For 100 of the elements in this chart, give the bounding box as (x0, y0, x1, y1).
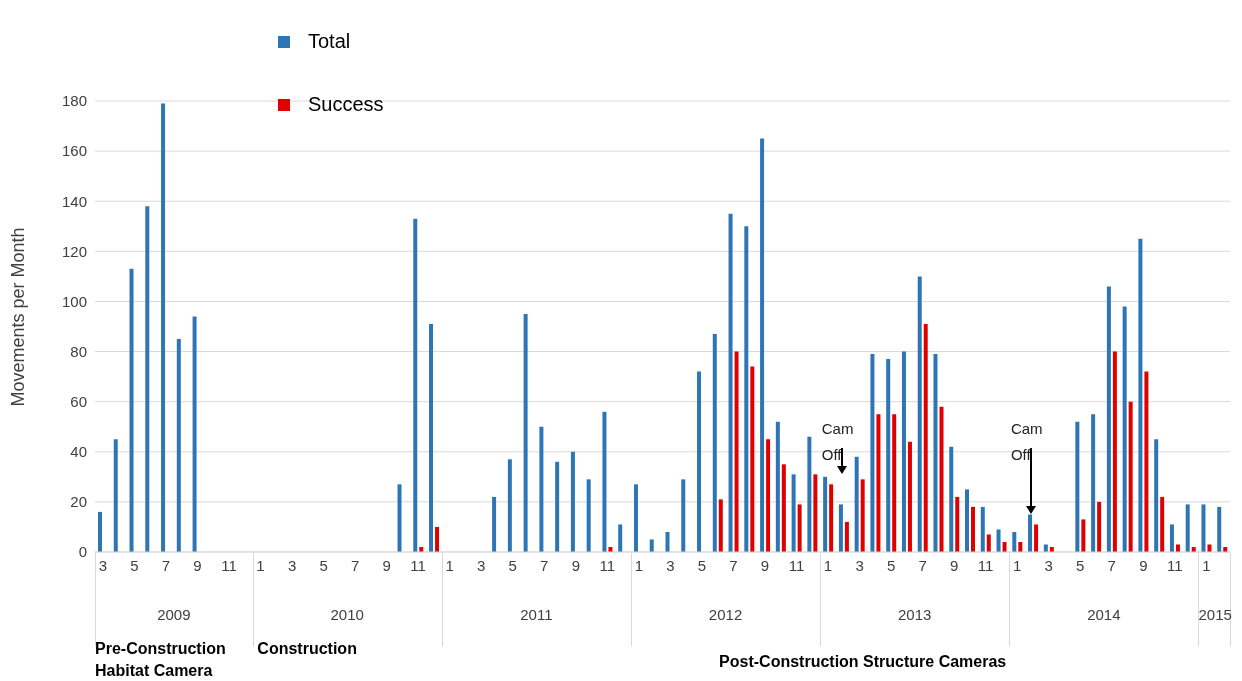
bar (492, 496, 497, 552)
bar (113, 439, 118, 552)
bar (1106, 286, 1111, 552)
bar (718, 499, 723, 552)
bar (939, 406, 944, 552)
bar (1097, 501, 1102, 552)
bar (728, 213, 733, 552)
text: 2014 (1086, 606, 1122, 623)
x-tick-label: 3 (855, 556, 864, 574)
bar (129, 268, 134, 552)
bar (923, 323, 928, 552)
bar (901, 351, 906, 552)
bar (1138, 238, 1143, 552)
annotation: Cam Off (821, 419, 855, 465)
text: 2009 (156, 606, 192, 623)
bar (633, 484, 638, 552)
text: 2010 (329, 606, 365, 623)
bar (1185, 504, 1190, 552)
bar (586, 479, 591, 552)
bar (1012, 531, 1017, 552)
x-tick-label: 5 (886, 556, 896, 574)
text: 2013 (897, 606, 933, 623)
bar (838, 504, 843, 552)
text: 2011 (519, 606, 554, 623)
bar (971, 506, 976, 552)
bar (681, 479, 686, 552)
annotation: Cam Off (1010, 419, 1044, 465)
legend-label: Total (308, 30, 351, 53)
bar (907, 441, 912, 552)
x-tick-label: 3 (98, 556, 108, 574)
bar (397, 484, 402, 552)
bar (1175, 544, 1180, 552)
y-tick-label: 40 (70, 443, 87, 461)
bar (1002, 541, 1007, 552)
bar (854, 456, 859, 552)
bar (807, 436, 812, 552)
bar (1075, 421, 1080, 552)
bar (98, 511, 102, 552)
bar (1018, 541, 1023, 552)
bar (844, 521, 849, 552)
bar (1169, 524, 1174, 552)
x-tick-label: 9 (949, 556, 959, 574)
bar (965, 489, 970, 552)
x-tick-label: 7 (1107, 556, 1116, 574)
bar (996, 529, 1001, 552)
text: 2012 (707, 606, 744, 623)
x-tick-label: 7 (350, 556, 360, 574)
bar (760, 138, 765, 552)
bar (949, 446, 954, 552)
bar (744, 226, 749, 552)
bar (555, 461, 560, 552)
bar (1144, 371, 1149, 552)
bar (781, 464, 786, 552)
bar (649, 539, 654, 552)
bar (980, 506, 985, 552)
text: 2015 (1198, 606, 1232, 623)
bar (145, 206, 150, 552)
text: Post-Construction Structure Cameras (718, 652, 1008, 672)
bar (955, 496, 960, 552)
bar (813, 474, 818, 552)
x-tick-label: 3 (1044, 556, 1053, 574)
x-tick-label: 5 (508, 556, 517, 574)
bar (986, 534, 991, 552)
x-tick-label: 5 (697, 556, 707, 574)
x-tick-label: 7 (729, 556, 738, 574)
x-tick-label: 9 (1139, 556, 1148, 574)
bar (933, 354, 938, 552)
x-tick-label: 7 (918, 556, 927, 574)
x-tick-label: 11 (977, 556, 994, 574)
x-tick-label: 9 (571, 556, 580, 574)
x-tick-label: 1 (445, 556, 454, 574)
y-tick-label: 120 (61, 242, 87, 260)
x-tick-label: 11 (410, 556, 426, 574)
bar (1207, 544, 1212, 552)
bar (507, 459, 512, 552)
legend-label: Success (308, 93, 384, 116)
y-tick-label: 140 (61, 192, 87, 210)
y-tick-label: 60 (70, 392, 87, 410)
bar (860, 479, 865, 552)
x-tick-label: 5 (130, 556, 139, 574)
bar (870, 354, 875, 552)
bar (734, 351, 739, 552)
x-tick-label: 7 (540, 556, 549, 574)
x-tick-label: 3 (287, 556, 297, 574)
x-tick-label: 11 (1167, 556, 1183, 574)
text: Pre-Construction Habitat Camera (95, 639, 227, 681)
x-tick-label: 5 (1076, 556, 1085, 574)
bar (523, 313, 528, 552)
bar (892, 414, 897, 552)
bar (1043, 544, 1048, 552)
bar (1154, 439, 1159, 552)
bar (1091, 414, 1096, 552)
bar (665, 531, 670, 552)
x-tick-label: 1 (634, 556, 644, 574)
x-tick-label: 11 (788, 556, 805, 574)
bar (823, 476, 828, 552)
bar (750, 366, 755, 552)
y-axis-title: Movements per Month (8, 227, 29, 407)
bar (797, 504, 802, 552)
x-tick-label: 3 (477, 556, 486, 574)
